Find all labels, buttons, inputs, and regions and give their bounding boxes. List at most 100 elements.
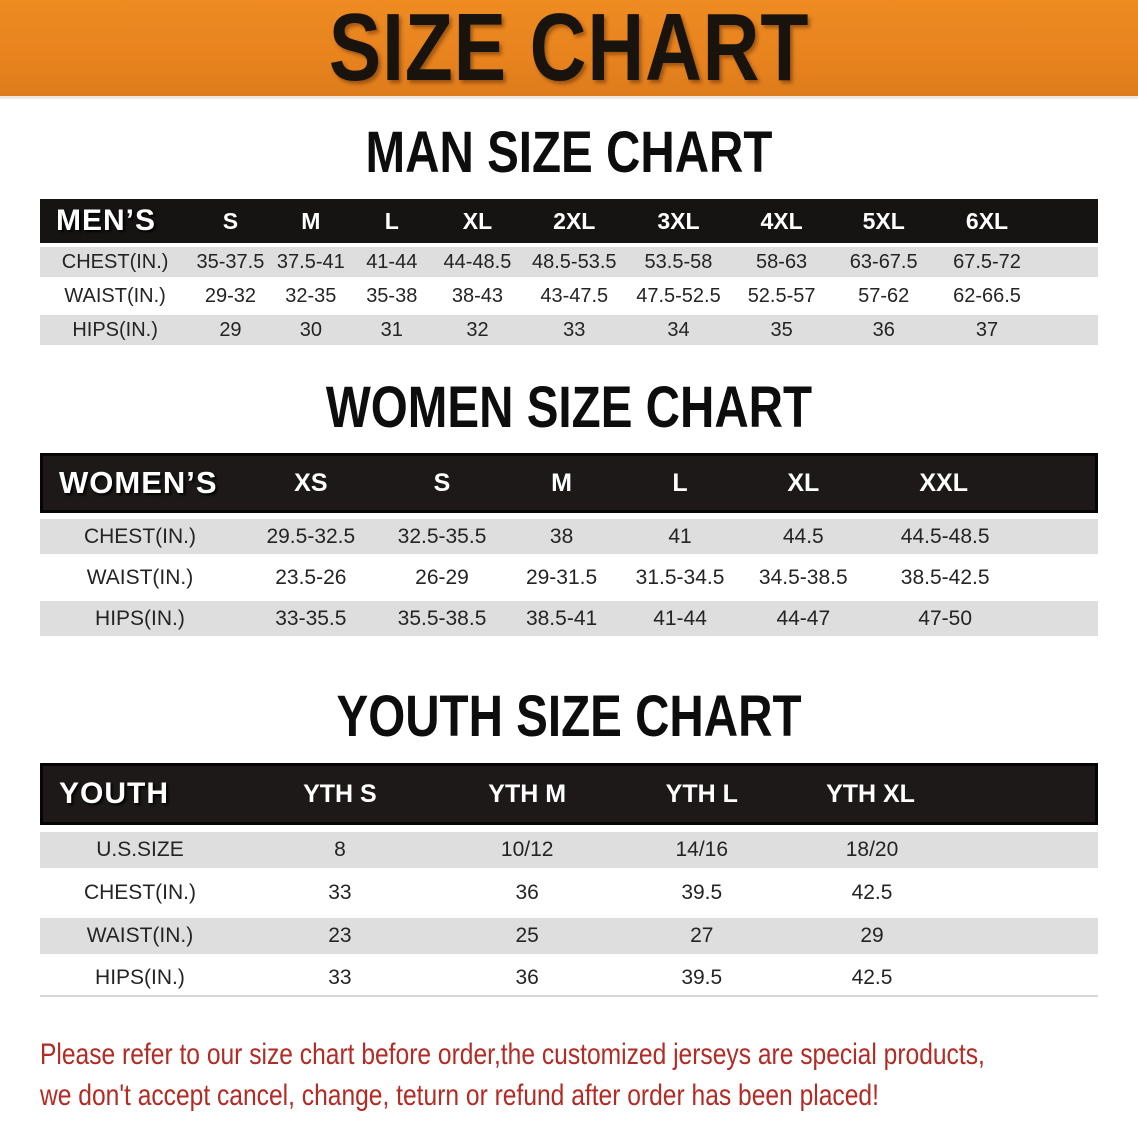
value-cell: 52.5-57 [730,281,833,311]
row-label-cell: HIPS(IN.) [40,601,240,636]
value-cell: 32-35 [270,281,352,311]
value-cell: 36 [832,315,936,345]
value-cell: 35.5-38.5 [381,601,503,636]
value-cell: 42.5 [789,875,1098,911]
measurement-row: WAIST(IN.) 23.5-26 26-29 29-31.5 31.5-34.5 34… [40,560,1098,595]
size-header-cell: 4XL [730,199,833,243]
value-cell: 34 [626,315,731,345]
value-cell: 43-47.5 [522,281,627,311]
value-cell: 42.5 [789,961,1098,997]
youth-section-heading: YOUTH SIZE CHART [336,684,802,749]
value-cell: 29 [789,918,1098,954]
value-cell: 26-29 [381,560,503,595]
row-label-cell: CHEST(IN.) [40,247,191,277]
row-label-cell: U.S.SIZE [40,832,240,868]
size-header-cell: M [270,199,352,243]
size-header-cell: XS [239,453,382,513]
value-cell: 33-35.5 [239,601,382,636]
value-cell: 47-50 [867,601,1098,636]
value-cell: 33 [239,875,440,911]
measurement-row: WAIST(IN.) 23 25 27 29 [40,918,1098,954]
size-header-cell: S [190,199,271,243]
value-cell: 48.5-53.5 [522,247,627,277]
row-label-cell: CHEST(IN.) [40,875,240,911]
value-cell: 31 [351,315,433,345]
disclaimer-line-2: we don't accept cancel, change, teturn o… [40,1079,879,1112]
value-cell: 31.5-34.5 [620,560,740,595]
measurement-row: HIPS(IN.) 33-35.5 35.5-38.5 38.5-41 41-44 44-… [40,601,1098,636]
value-cell: 38-43 [432,281,523,311]
value-cell: 38.5-42.5 [867,560,1098,595]
value-cell: 33 [239,961,440,997]
size-header-cell: XXL [867,453,1098,513]
value-cell: 62-66.5 [935,281,1098,311]
size-header-cell: L [351,199,433,243]
value-cell: 23.5-26 [239,560,382,595]
table-header-row: YOUTH YTH S YTH M YTH L YTH XL [40,763,1098,825]
row-label-cell: WAIST(IN.) [40,918,240,954]
size-header-cell: YTH M [439,763,615,825]
youth-section: YOUTH SIZE CHART YOUTH YTH S YTH M YTH L YTH… [0,684,1138,1004]
value-cell: 36 [439,875,615,911]
banner: SIZE CHART [0,0,1138,99]
value-cell: 10/12 [439,832,615,868]
table-header-row: WOMEN’S XS S M L XL XXL [40,453,1098,513]
value-cell: 38 [502,519,621,554]
value-cell: 44.5 [739,519,868,554]
value-cell: 41 [620,519,740,554]
measurement-row: WAIST(IN.) 29-32 32-35 35-38 38-43 43-47.5 47.… [40,281,1098,311]
size-header-cell: 6XL [935,199,1098,243]
table-header-row: MEN’S S M L XL 2XL 3XL 4XL 5XL 6XL [40,199,1098,243]
women-section: WOMEN SIZE CHART WOMEN’S XS S M L XL XXL CHEST(… [0,379,1138,642]
value-cell: 37.5-41 [270,247,352,277]
value-cell: 35 [730,315,833,345]
size-header-cell: S [381,453,503,513]
measurement-row: CHEST(IN.) 33 36 39.5 42.5 [40,875,1098,911]
value-cell: 8 [239,832,440,868]
size-header-cell: M [502,453,621,513]
value-cell: 53.5-58 [626,247,731,277]
row-label-cell: HIPS(IN.) [40,315,191,345]
value-cell: 41-44 [351,247,433,277]
size-header-cell: YTH XL [789,763,1098,825]
size-header-cell: 5XL [832,199,936,243]
value-cell: 39.5 [614,875,790,911]
youth-size-table: YOUTH YTH S YTH M YTH L YTH XL U.S.SIZE 8 10/12… [40,756,1098,1004]
men-section-heading: MAN SIZE CHART [365,120,773,185]
size-header-cell: YTH L [614,763,790,825]
value-cell: 30 [270,315,352,345]
row-label-cell: WAIST(IN.) [40,281,191,311]
value-cell: 57-62 [832,281,936,311]
measurement-row: HIPS(IN.) 29 30 31 32 33 34 35 36 37 [40,315,1098,345]
value-cell: 18/20 [789,832,1098,868]
value-cell: 35-37.5 [190,247,271,277]
size-header-cell: 2XL [522,199,627,243]
measurement-row: CHEST(IN.) 35-37.5 37.5-41 41-44 44-48.5 48.5… [40,247,1098,277]
banner-title: SIZE CHART [328,0,810,101]
value-cell: 36 [439,961,615,997]
table-title-cell: YOUTH [40,763,240,825]
size-header-cell: XL [739,453,868,513]
charts-area: MAN SIZE CHART MEN’S S M L XL 2XL 3XL 4XL 5XL 6XL… [0,120,1138,1116]
value-cell: 33 [522,315,627,345]
value-cell: 29.5-32.5 [239,519,382,554]
value-cell: 44-47 [739,601,868,636]
value-cell: 39.5 [614,961,790,997]
value-cell: 63-67.5 [832,247,936,277]
size-header-cell: YTH S [239,763,440,825]
table-title-cell: WOMEN’S [40,453,240,513]
value-cell: 35-38 [351,281,433,311]
value-cell: 38.5-41 [502,601,621,636]
value-cell: 32 [432,315,523,345]
value-cell: 47.5-52.5 [626,281,731,311]
row-label-cell: CHEST(IN.) [40,519,240,554]
size-header-cell: L [620,453,740,513]
measurement-row: HIPS(IN.) 33 36 39.5 42.5 [40,961,1098,997]
men-size-table: MEN’S S M L XL 2XL 3XL 4XL 5XL 6XL CHEST(IN.) 35-37… [40,195,1098,349]
value-cell: 41-44 [620,601,740,636]
row-label-cell: HIPS(IN.) [40,961,240,997]
row-label-cell: WAIST(IN.) [40,560,240,595]
measurement-row: CHEST(IN.) 29.5-32.5 32.5-35.5 38 41 44.5 44.5… [40,519,1098,554]
men-section: MAN SIZE CHART MEN’S S M L XL 2XL 3XL 4XL 5XL 6XL… [0,120,1138,349]
